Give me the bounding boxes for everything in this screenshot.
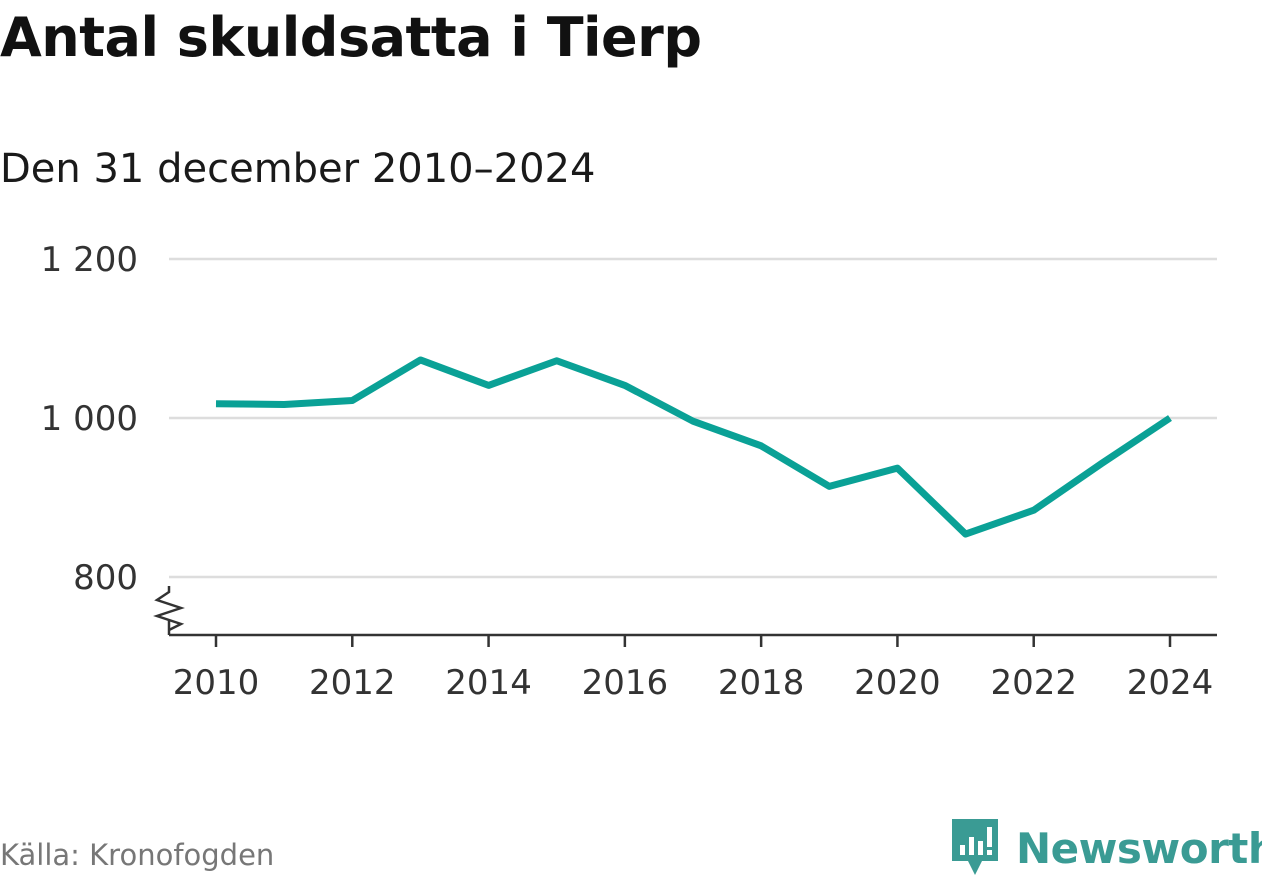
chart-title: Antal skuldsatta i Tierp	[0, 6, 702, 69]
x-tick-label: 2014	[445, 663, 532, 703]
x-tick-label: 2022	[990, 663, 1077, 703]
y-tick-label: 800	[73, 558, 138, 598]
brand-logo: Newsworthy	[950, 818, 1262, 878]
series-layer	[215, 356, 1172, 538]
tick-labels: 800 1 000 1 200 2010 2012 2014 2016 2018 2020 202…	[41, 240, 1214, 703]
source-note: Källa: Kronofogden	[0, 838, 275, 872]
x-tick-label: 2020	[854, 663, 941, 703]
y-tick-label: 1 200	[41, 240, 138, 280]
axes	[153, 586, 1217, 647]
y-axis-break-marker	[153, 586, 185, 632]
x-tick-label: 2010	[173, 663, 260, 703]
newsworthy-logo-icon	[952, 819, 998, 875]
brand-name: Newsworthy	[1016, 823, 1262, 873]
x-tick-label: 2018	[718, 663, 805, 703]
chart-subtitle: Den 31 december 2010–2024	[0, 146, 596, 192]
y-tick-label: 1 000	[41, 399, 138, 439]
x-tick-label: 2024	[1127, 663, 1214, 703]
x-tick-label: 2012	[309, 663, 396, 703]
series-line	[215, 356, 1172, 538]
x-tick-label: 2016	[582, 663, 669, 703]
